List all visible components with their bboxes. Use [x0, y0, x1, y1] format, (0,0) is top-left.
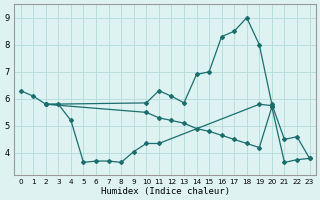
X-axis label: Humidex (Indice chaleur): Humidex (Indice chaleur) — [100, 187, 230, 196]
